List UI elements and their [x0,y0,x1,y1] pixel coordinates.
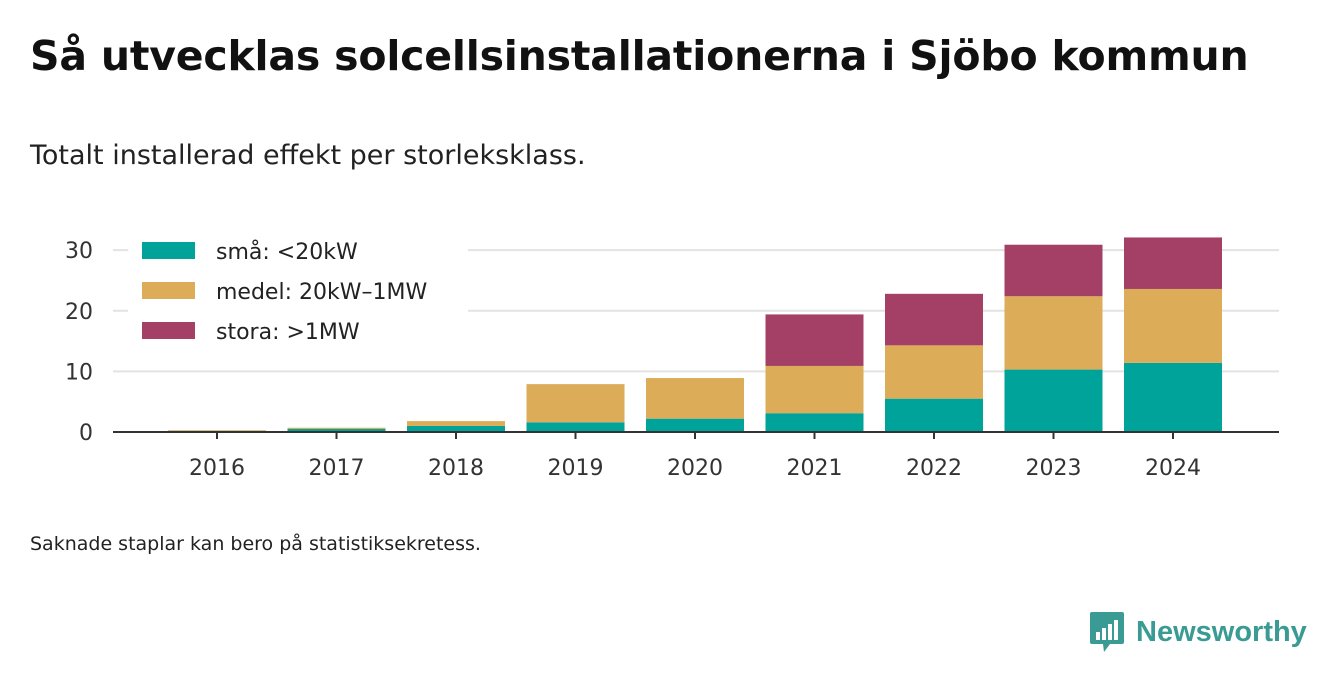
bar-segment [407,425,505,432]
x-tick-label: 2024 [1145,456,1201,481]
legend-swatch [142,322,195,339]
legend-label: stora: >1MW [216,320,360,345]
chart-subtitle: Totalt installerad effekt per storlekskl… [30,140,586,171]
y-tick-label: 20 [65,300,93,325]
bar-segment [526,422,625,432]
chart-title: Så utvecklas solcellsinstallationerna i … [30,32,1249,80]
x-tick-label: 2022 [906,456,962,481]
x-tick-label: 2019 [548,456,604,481]
footnote: Saknade staplar kan bero på statistiksek… [30,533,481,555]
bar-segment [646,378,744,419]
bar-chart: 0 10 20 30 2016 2017 2018 2019 2020 2021 2022 2023 2… [65,234,1279,481]
x-tick-label: 2018 [428,456,484,481]
bar-segment [765,413,864,432]
bar-segment [1124,237,1222,289]
x-tick-label: 2020 [667,456,723,481]
newsworthy-logo-icon [1090,612,1124,652]
bar-segment [885,345,983,399]
x-tick-label: 2017 [309,456,365,481]
legend: små: <20kW medel: 20kW–1MW stora: >1MW [128,234,468,352]
legend-label: små: <20kW [216,239,358,265]
bar-segment [1004,244,1103,297]
legend-swatch [142,242,195,259]
axes: 0 10 20 30 2016 2017 2018 2019 2020 2021 2022 2023 2… [65,239,1279,481]
y-tick-label: 10 [65,360,93,385]
x-tick-label: 2016 [189,456,245,481]
bar-segment [1124,362,1222,432]
brand-logo: Newsworthy [1088,610,1307,654]
y-tick-label: 0 [79,421,93,446]
bar-segment [1004,369,1103,432]
bar-segment [1124,288,1222,363]
bar-segment [646,418,744,432]
bar-segment [407,421,505,426]
bar-segment [1004,296,1103,370]
bar-segment [885,398,983,432]
legend-swatch [142,282,195,299]
brand-name: Newsworthy [1136,615,1307,648]
x-tick-label: 2023 [1026,456,1082,481]
y-tick-label: 30 [65,239,93,264]
bar-segment [765,314,864,366]
bar-segment [885,293,983,346]
bar-segment [287,428,386,432]
bar-segment [526,384,625,423]
bars [168,237,1222,432]
x-tick-label: 2021 [787,456,843,481]
bar-segment [287,427,386,429]
bar-segment [765,365,864,414]
bar-segment [168,430,266,431]
legend-label: medel: 20kW–1MW [216,280,427,305]
